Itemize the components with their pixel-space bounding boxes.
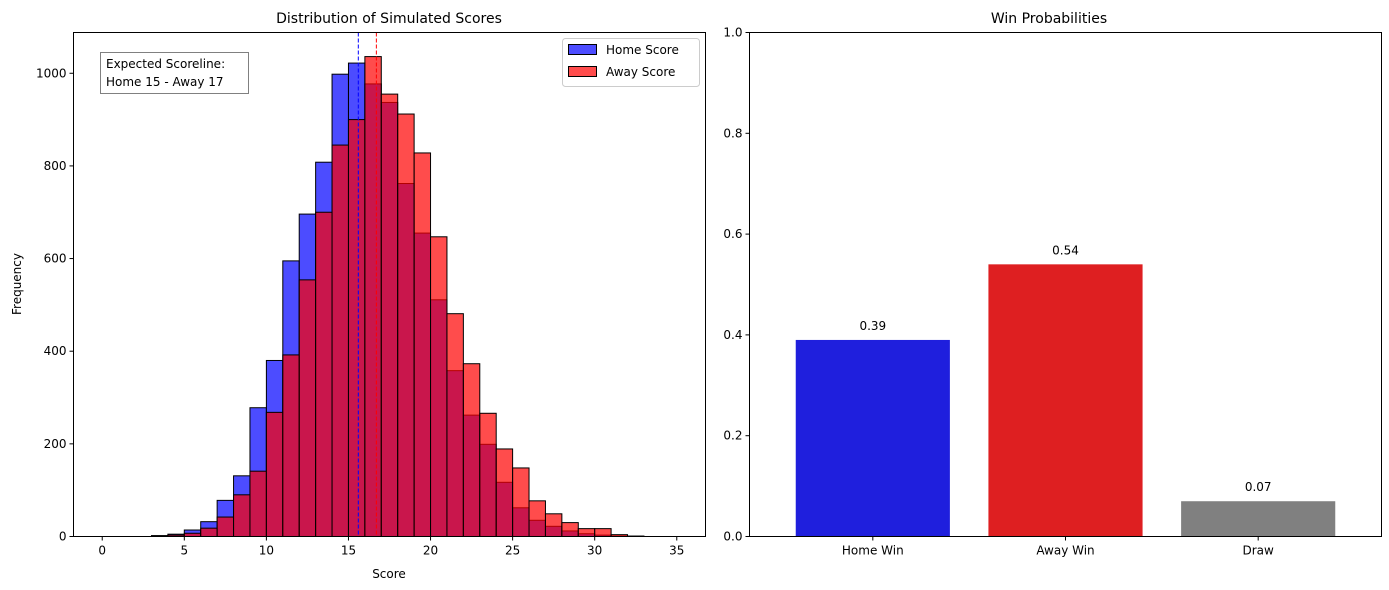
histogram-x-label: Score (372, 567, 406, 581)
histogram-bar (364, 56, 382, 538)
histogram-bars (150, 56, 645, 538)
x-tick-label: Draw (1243, 544, 1275, 558)
y-tick-label: 800 (44, 159, 67, 173)
histogram-bar (331, 144, 349, 538)
y-tick-label: 400 (44, 344, 67, 358)
x-tick-label: 25 (505, 544, 520, 558)
histogram-bar (397, 113, 415, 537)
histogram-bar (528, 500, 546, 537)
histogram-y-label: Frequency (10, 253, 24, 315)
legend-swatch-away (568, 66, 597, 77)
bar-home-win (795, 339, 950, 537)
bar-x-ticks: Home Win Away Win Draw (842, 536, 1275, 558)
histogram-bar (413, 152, 432, 538)
probability-bars: 0.39 0.54 0.07 (795, 243, 1336, 537)
annotation-frame (100, 52, 249, 94)
y-tick-label: 0.8 (723, 126, 742, 140)
histogram-x-ticks: 0 5 10 15 20 25 30 35 (98, 536, 684, 558)
y-tick-label: 0.4 (723, 328, 742, 342)
y-tick-label: 200 (44, 437, 67, 451)
legend-label-away: Away Score (606, 65, 675, 79)
annotation-line-2: Home 15 - Away 17 (106, 75, 224, 89)
histogram-bar (265, 411, 284, 537)
x-tick-label: 35 (669, 544, 684, 558)
histogram-bar (216, 516, 235, 538)
y-tick-label: 0.6 (723, 227, 742, 241)
x-tick-label: Away Win (1036, 544, 1094, 558)
bar-chart-title: Win Probabilities (991, 11, 1107, 27)
histogram-bar (249, 470, 267, 538)
legend-swatch-home (568, 44, 597, 55)
histogram-bar (561, 522, 579, 538)
histogram-bar (594, 528, 612, 537)
x-tick-label: 30 (587, 544, 602, 558)
legend: Home Score Away Score (562, 38, 700, 87)
histogram-bar (430, 236, 448, 537)
series-away (150, 56, 645, 538)
x-tick-label: 10 (259, 544, 274, 558)
annotation-box: Expected Scoreline: Home 15 - Away 17 (100, 52, 249, 94)
x-tick-label: 5 (180, 544, 188, 558)
histogram-bar (462, 363, 481, 537)
histogram-bar (298, 279, 317, 537)
x-tick-label: 15 (341, 544, 356, 558)
y-tick-label: 0.2 (723, 429, 742, 443)
mean-lines (357, 32, 377, 537)
x-tick-label: Home Win (842, 544, 904, 558)
y-tick-label: 1.0 (723, 26, 742, 40)
histogram-bar (479, 412, 497, 538)
legend-label-home: Home Score (606, 43, 679, 57)
annotation-line-1: Expected Scoreline: (106, 57, 225, 71)
bar-y-ticks: 0.0 0.2 0.4 0.6 0.8 1.0 (723, 26, 750, 544)
histogram-bar (446, 313, 464, 538)
win-probability-chart: Win Probabilities 0.39 0.54 0.07 Home Win A… (723, 11, 1382, 558)
histogram-bar (512, 467, 530, 537)
histogram-bar (544, 513, 563, 537)
y-tick-label: 1000 (36, 66, 67, 80)
histogram-bar (200, 527, 218, 537)
bar-away-win (988, 264, 1143, 537)
histogram-y-ticks: 0 200 400 600 800 1000 (36, 66, 74, 544)
histogram-bar (380, 93, 399, 537)
histogram-bar (315, 211, 333, 537)
histogram-bar (495, 448, 514, 537)
histogram-bar (347, 119, 366, 538)
bar-value-label: 0.54 (1052, 243, 1079, 257)
y-tick-label: 600 (44, 252, 67, 266)
x-tick-label: 20 (423, 544, 438, 558)
histogram-chart: Distribution of Simulated Scores 0 5 10 15 2… (10, 11, 706, 581)
bar-draw (1181, 501, 1336, 537)
x-tick-label: 0 (98, 544, 106, 558)
bar-value-label: 0.39 (859, 319, 886, 333)
histogram-bar (577, 528, 596, 537)
histogram-axes-frame (73, 32, 706, 537)
bar-value-label: 0.07 (1245, 480, 1272, 494)
y-tick-label: 0 (59, 530, 67, 544)
y-tick-label: 0.0 (723, 530, 742, 544)
histogram-bar (233, 494, 251, 538)
histogram-title: Distribution of Simulated Scores (276, 11, 502, 27)
histogram-bar (282, 354, 300, 538)
